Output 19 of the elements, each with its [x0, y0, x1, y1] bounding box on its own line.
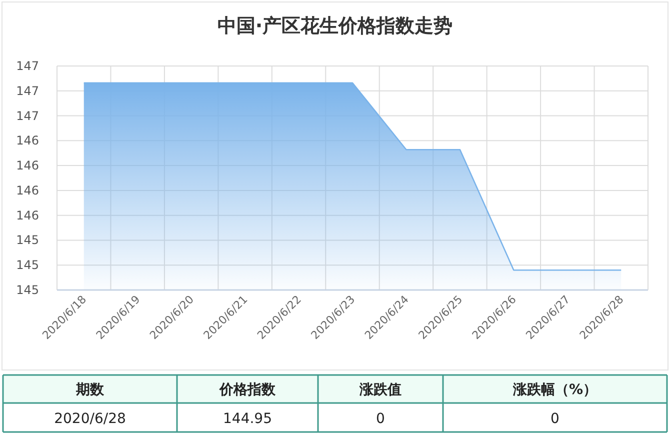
y-tick-label: 147	[16, 84, 39, 98]
y-tick-label: 145	[16, 258, 39, 272]
y-tick-label: 145	[16, 233, 39, 248]
text: 2020/6/28	[54, 411, 126, 427]
text: 144.95	[223, 411, 272, 427]
y-tick-label: 147	[16, 108, 39, 123]
y-tick-label: 147	[16, 59, 39, 73]
text: 0	[550, 411, 560, 427]
text: 0	[376, 411, 385, 427]
category-label: 价格指数	[218, 382, 276, 398]
y-tick-label: 146	[16, 158, 39, 173]
y-tick-label: 146	[16, 208, 39, 222]
y-tick-label: 146	[16, 134, 39, 148]
category-label: 涨跌值	[358, 382, 402, 398]
chart-title: 中国·产区花生价格指数走势	[217, 15, 453, 37]
y-tick-label: 145	[16, 283, 39, 297]
y-tick-label: 146	[16, 183, 39, 198]
category-label: 期数	[75, 382, 105, 398]
category-label: 涨跌幅（%）	[512, 382, 598, 398]
